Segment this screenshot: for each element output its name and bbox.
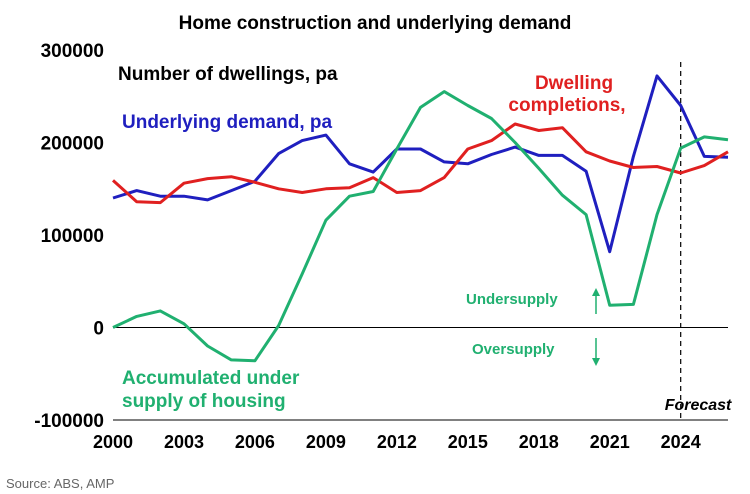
x-tick-label: 2021 xyxy=(590,432,630,452)
demand-series-label: Underlying demand, pa xyxy=(122,112,333,133)
forecast-label: Forecast xyxy=(665,397,732,414)
x-tick-label: 2009 xyxy=(306,432,346,452)
series-layer xyxy=(111,74,729,363)
completions-series-label-line1: Dwelling xyxy=(535,73,613,94)
undersupply-series-label-line1: Accumulated under xyxy=(122,368,300,389)
up-arrow-icon xyxy=(592,288,600,314)
completions-series-label-line2: completions, xyxy=(508,95,625,116)
down-arrow-icon xyxy=(592,338,600,366)
oversupply-arrow-label: Oversupply xyxy=(472,341,555,358)
x-tick-label: 2024 xyxy=(661,432,701,452)
y-tick-label: 200000 xyxy=(41,134,104,155)
source-note: Source: ABS, AMP xyxy=(6,476,114,491)
series-line-underlying-demand-pa xyxy=(112,74,729,254)
y-tick-label: 0 xyxy=(93,319,104,340)
y-tick-label: 300000 xyxy=(41,41,104,62)
x-tick-label: 2006 xyxy=(235,432,275,452)
series-line-accumulated-under-supply-of-housing xyxy=(112,90,729,363)
series-line-dwelling-completions xyxy=(111,122,729,205)
x-tick-label: 2015 xyxy=(448,432,488,452)
y-tick-label: -100000 xyxy=(34,411,104,432)
x-tick-label: 2012 xyxy=(377,432,417,452)
undersupply-arrow-label: Undersupply xyxy=(466,291,558,308)
x-tick-label: 2003 xyxy=(164,432,204,452)
undersupply-series-label-line2: supply of housing xyxy=(122,391,286,412)
x-axis-ticks: 2000 2003 2006 2009 2012 2015 2018 2021 2024 xyxy=(93,432,701,452)
x-tick-label: 2018 xyxy=(519,432,559,452)
y-axis-label: Number of dwellings, pa xyxy=(118,64,338,85)
y-axis-ticks: 300000 200000 100000 0 -100000 xyxy=(34,41,104,432)
y-tick-label: 100000 xyxy=(41,226,104,247)
chart-title: Home construction and underlying demand xyxy=(179,13,572,34)
x-tick-label: 2000 xyxy=(93,432,133,452)
